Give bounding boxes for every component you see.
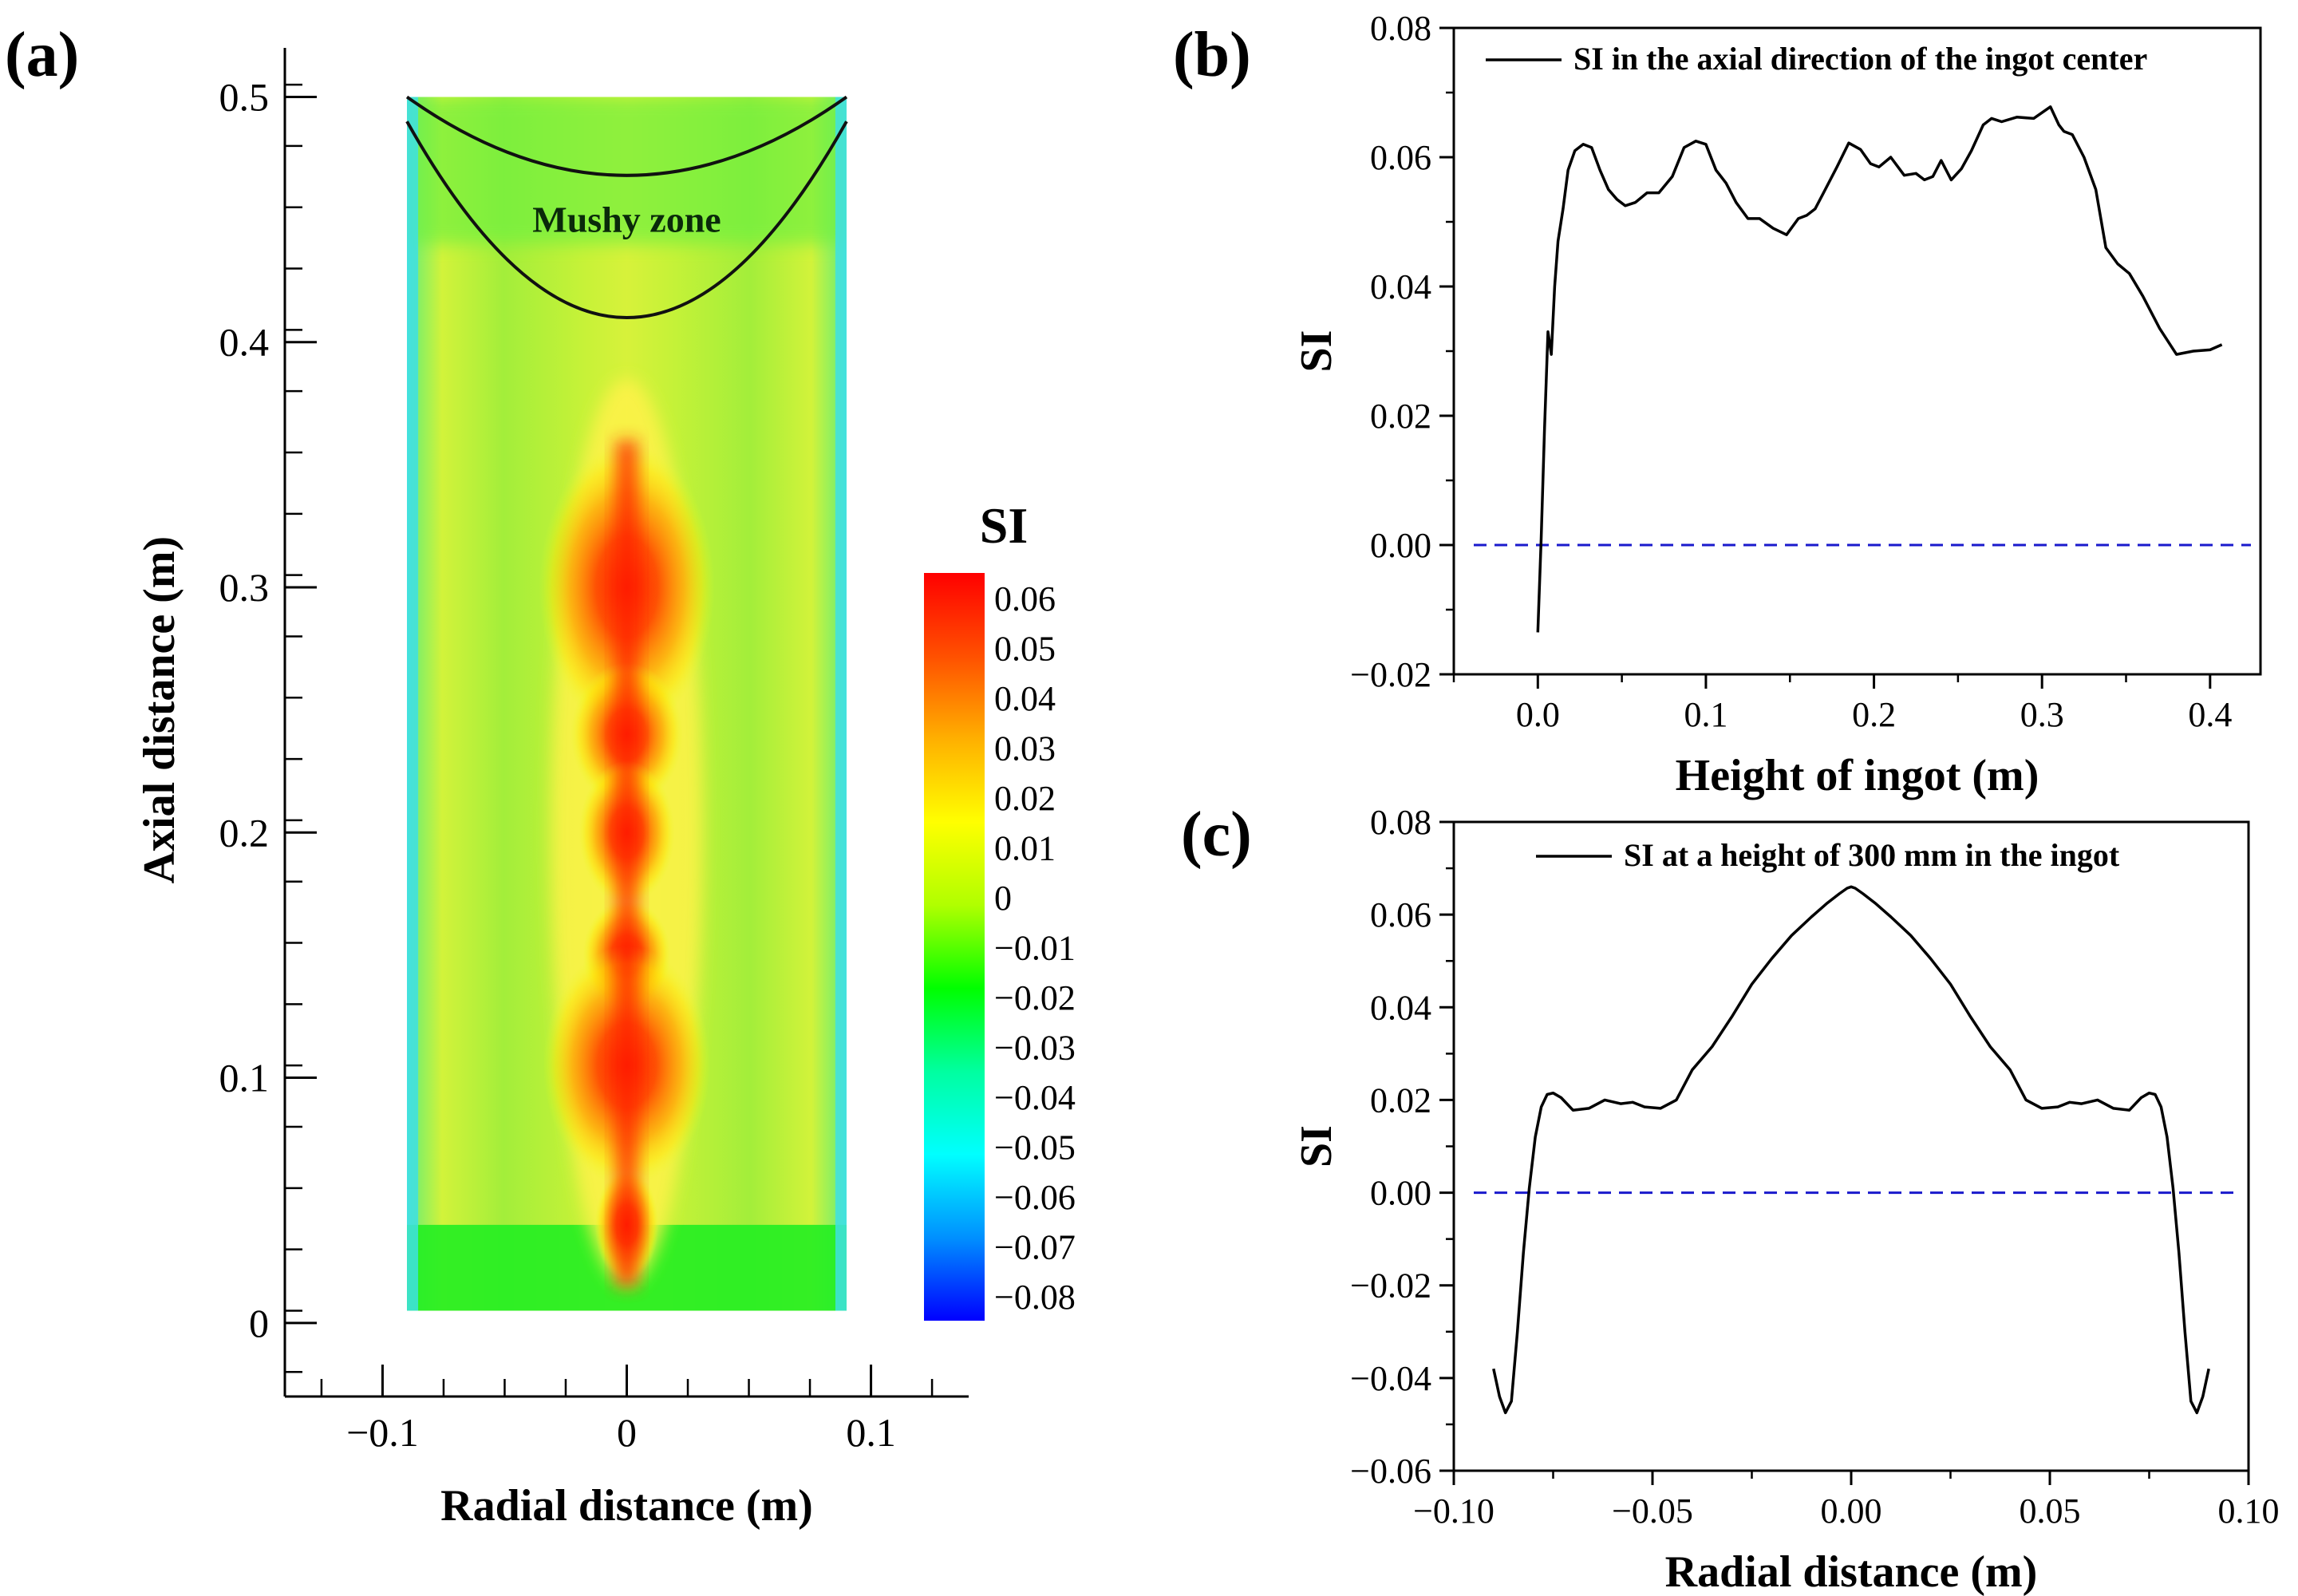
- panel-c-y-axis-title: SI: [1292, 1125, 1341, 1167]
- panel-a-y-tick-label: 0.1: [219, 1056, 270, 1100]
- panel-c-legend-label: SI at a height of 300 mm in the ingot: [1624, 837, 2120, 873]
- panel-a-x-tick-label: −0.1: [346, 1410, 419, 1455]
- data-line: [1536, 105, 2223, 633]
- panel-a-axes: 0 0.1 0.2 0.3 0.4 0.5 −0.1 0 0.1: [219, 48, 969, 1455]
- mushy-zone-annotation: Mushy zone: [532, 199, 721, 239]
- colorbar-tick-label: 0.01: [994, 829, 1056, 868]
- x-tick-label: 0.1: [1684, 695, 1727, 734]
- solidus-curve: [405, 120, 848, 319]
- mushy-zone-boundaries: [405, 95, 848, 319]
- panel-a-x-tick-label: 0.1: [846, 1410, 896, 1455]
- y-tick-label: 0.08: [1370, 803, 1431, 842]
- y-tick-label: 0.04: [1370, 267, 1431, 306]
- x-tick-label: −0.05: [1612, 1491, 1693, 1531]
- plot-frame: [1452, 820, 2250, 1472]
- x-tick-label: −0.10: [1413, 1491, 1494, 1531]
- y-tick-label: 0.06: [1370, 138, 1431, 177]
- colorbar-tick-label: −0.08: [994, 1278, 1076, 1317]
- y-tick-label: −0.02: [1350, 655, 1431, 694]
- panel-b-y-axis-title: SI: [1292, 330, 1341, 373]
- colorbar-tick-label: −0.07: [994, 1227, 1076, 1266]
- x-tick-label: 0.05: [2020, 1491, 2081, 1531]
- panel-label-b: (b): [1173, 20, 1251, 90]
- heatmap-top-cap: [407, 97, 847, 244]
- y-tick-label: 0.02: [1370, 397, 1431, 436]
- liquidus-curve: [405, 95, 848, 177]
- heatmap-left-edge: [407, 97, 419, 1311]
- y-tick-label: 0.00: [1370, 1174, 1431, 1213]
- panel-a-y-tick-label: 0: [249, 1301, 269, 1345]
- panel-a-y-tick-label: 0.4: [219, 320, 270, 365]
- colorbar-tick-label: 0.03: [994, 729, 1056, 768]
- heatmap-right-edge: [835, 97, 847, 1311]
- colorbar-gradient: [924, 573, 985, 1321]
- y-tick-label: −0.02: [1350, 1266, 1431, 1306]
- colorbar-tick-label: −0.02: [994, 978, 1076, 1017]
- colorbar-tick-label: 0.04: [994, 679, 1056, 718]
- panel-a-y-tick-label: 0.5: [219, 74, 270, 119]
- colorbar-title: SI: [980, 497, 1029, 554]
- colorbar-tick-label: −0.03: [994, 1028, 1076, 1067]
- colorbar-tick-label: 0.06: [994, 579, 1056, 618]
- panel-b-x-axis-title: Height of ingot (m): [1676, 751, 2039, 800]
- panel-label-a: (a): [5, 20, 79, 90]
- panel-a-x-tick-label: 0: [617, 1410, 637, 1455]
- heatmap-centerline: [615, 440, 638, 1286]
- panel-a-y-tick-label: 0.3: [219, 565, 270, 610]
- y-tick-label: 0.00: [1370, 526, 1431, 565]
- colorbar-tick-label: −0.06: [994, 1178, 1076, 1217]
- y-tick-label: 0.02: [1370, 1080, 1431, 1120]
- panel-c-x-axis-title: Radial distance (m): [1665, 1547, 2038, 1596]
- colorbar-tick-label: −0.04: [994, 1078, 1076, 1117]
- plot-frame: [1452, 26, 2262, 676]
- x-tick-label: 0.4: [2188, 695, 2232, 734]
- y-tick-label: 0.06: [1370, 895, 1431, 934]
- colorbar-tick-label: 0.05: [994, 630, 1056, 669]
- panel-a-y-axis-title: Axial distance (m): [135, 536, 184, 884]
- y-tick-label: −0.04: [1350, 1359, 1431, 1398]
- colorbar-tick-label: 0.02: [994, 779, 1056, 818]
- colorbar-tick-label: 0: [994, 879, 1012, 918]
- panel-a-heatmap: 0 0.1 0.2 0.3 0.4 0.5 −0.1 0 0.1 Mushy zone Radi…: [135, 48, 1076, 1531]
- y-tick-label: −0.06: [1350, 1452, 1431, 1491]
- colorbar-tick-label: −0.05: [994, 1128, 1076, 1167]
- x-tick-label: 0.00: [1821, 1491, 1882, 1531]
- colorbar: 0.06 0.05 0.04 0.03 0.02 0.01 0 −0.01 −0.02 −0.03…: [924, 573, 1076, 1321]
- x-tick-label: 0.2: [1852, 695, 1896, 734]
- y-tick-label: 0.08: [1370, 9, 1431, 48]
- x-tick-label: 0.10: [2218, 1491, 2280, 1531]
- x-tick-label: 0.0: [1516, 695, 1560, 734]
- panel-c-line-chart: −0.06 −0.04 −0.02 0.00 0.02 0.04 0.06 0.08 −0.10…: [1292, 803, 2280, 1596]
- panel-c-axes: −0.06 −0.04 −0.02 0.00 0.02 0.04 0.06 0.08 −0.10…: [1350, 803, 2279, 1531]
- heatmap-field: [407, 97, 847, 1311]
- panel-label-c: (c): [1181, 800, 1252, 870]
- panel-a-x-axis-title: Radial distance (m): [440, 1481, 813, 1531]
- x-tick-label: 0.3: [2020, 695, 2064, 734]
- data-line: [1492, 885, 2210, 1415]
- y-tick-label: 0.04: [1370, 988, 1431, 1027]
- colorbar-tick-label: −0.01: [994, 929, 1076, 968]
- panel-b-legend-label: SI in the axial direction of the ingot c…: [1573, 41, 2147, 77]
- panel-b-line-chart: −0.02 0.00 0.02 0.04 0.06 0.08 0.0 0.1 0.2 0.3 0.4…: [1292, 9, 2262, 800]
- panel-a-y-tick-label: 0.2: [219, 810, 270, 855]
- panel-b-axes: −0.02 0.00 0.02 0.04 0.06 0.08 0.0 0.1 0.2 0.3 0.4: [1350, 9, 2262, 734]
